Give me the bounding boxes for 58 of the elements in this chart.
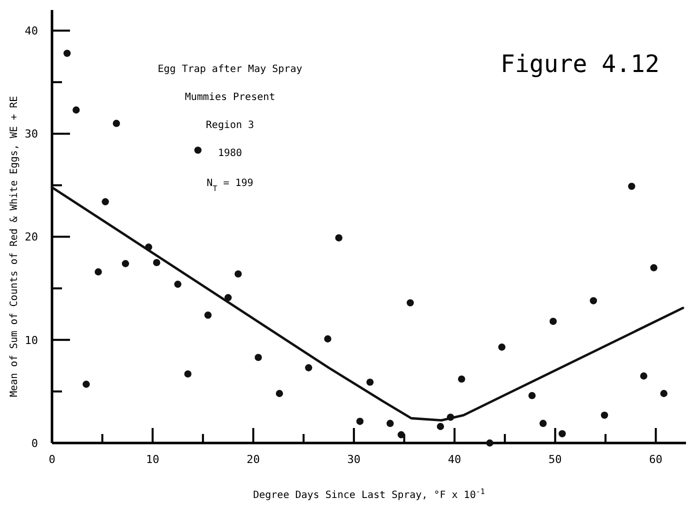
point [194, 146, 202, 154]
y-axis-title: Mean of Sum of Counts of Red & White Eggs, WE + RE [9, 96, 20, 398]
y-tick-label: 0 [31, 436, 38, 450]
x-tick-label: 0 [48, 453, 56, 466]
point [398, 431, 405, 438]
annotation: N$_{T}$ = 199 [206, 178, 254, 192]
point [153, 258, 160, 266]
point [174, 280, 182, 288]
point [324, 335, 332, 342]
point [628, 182, 636, 190]
point [305, 364, 312, 372]
point [498, 344, 506, 351]
point [406, 299, 414, 306]
annotation: Egg Trap after May Spray [158, 64, 302, 75]
point [600, 412, 608, 419]
point [224, 294, 232, 302]
point [112, 120, 120, 128]
point [356, 418, 364, 425]
point [234, 270, 242, 278]
x-tick-label: 30 [347, 453, 361, 466]
annotation: 1980 [218, 148, 242, 159]
point [590, 297, 598, 304]
point [122, 260, 130, 268]
point [528, 392, 536, 400]
point [458, 375, 466, 383]
point [102, 198, 109, 206]
x-tick-label: 10 [146, 453, 160, 466]
y-tick-label: 10 [24, 334, 38, 347]
x-axis-title: Degree Days Since Last Spray, °F x 10$^{-1}$ [253, 486, 485, 501]
point [276, 390, 284, 398]
point [63, 50, 71, 57]
x-tick-label: 20 [246, 453, 260, 466]
point [640, 372, 648, 380]
annotation: Region 3 [206, 120, 254, 131]
point [550, 318, 557, 325]
x-tick-label: 50 [548, 453, 562, 466]
x-tick-label: 40 [448, 453, 462, 466]
point [386, 420, 394, 428]
y-tick-label: 30 [24, 128, 38, 141]
point [94, 268, 102, 276]
x-tick-label: 60 [649, 453, 662, 466]
point [204, 312, 212, 319]
annotation: Figure 4.12 [500, 50, 660, 78]
point [82, 380, 90, 388]
point [72, 106, 80, 114]
point [660, 390, 668, 398]
point [650, 264, 658, 272]
point [366, 378, 374, 386]
point [558, 430, 566, 438]
y-tick-label: 40 [24, 24, 38, 38]
point [540, 420, 547, 428]
point [486, 439, 494, 447]
annotation: Mummies Present [184, 92, 276, 103]
point [254, 354, 262, 362]
y-tick-label: 20 [24, 230, 38, 244]
point [335, 234, 342, 242]
point [436, 422, 444, 430]
point [184, 370, 192, 378]
